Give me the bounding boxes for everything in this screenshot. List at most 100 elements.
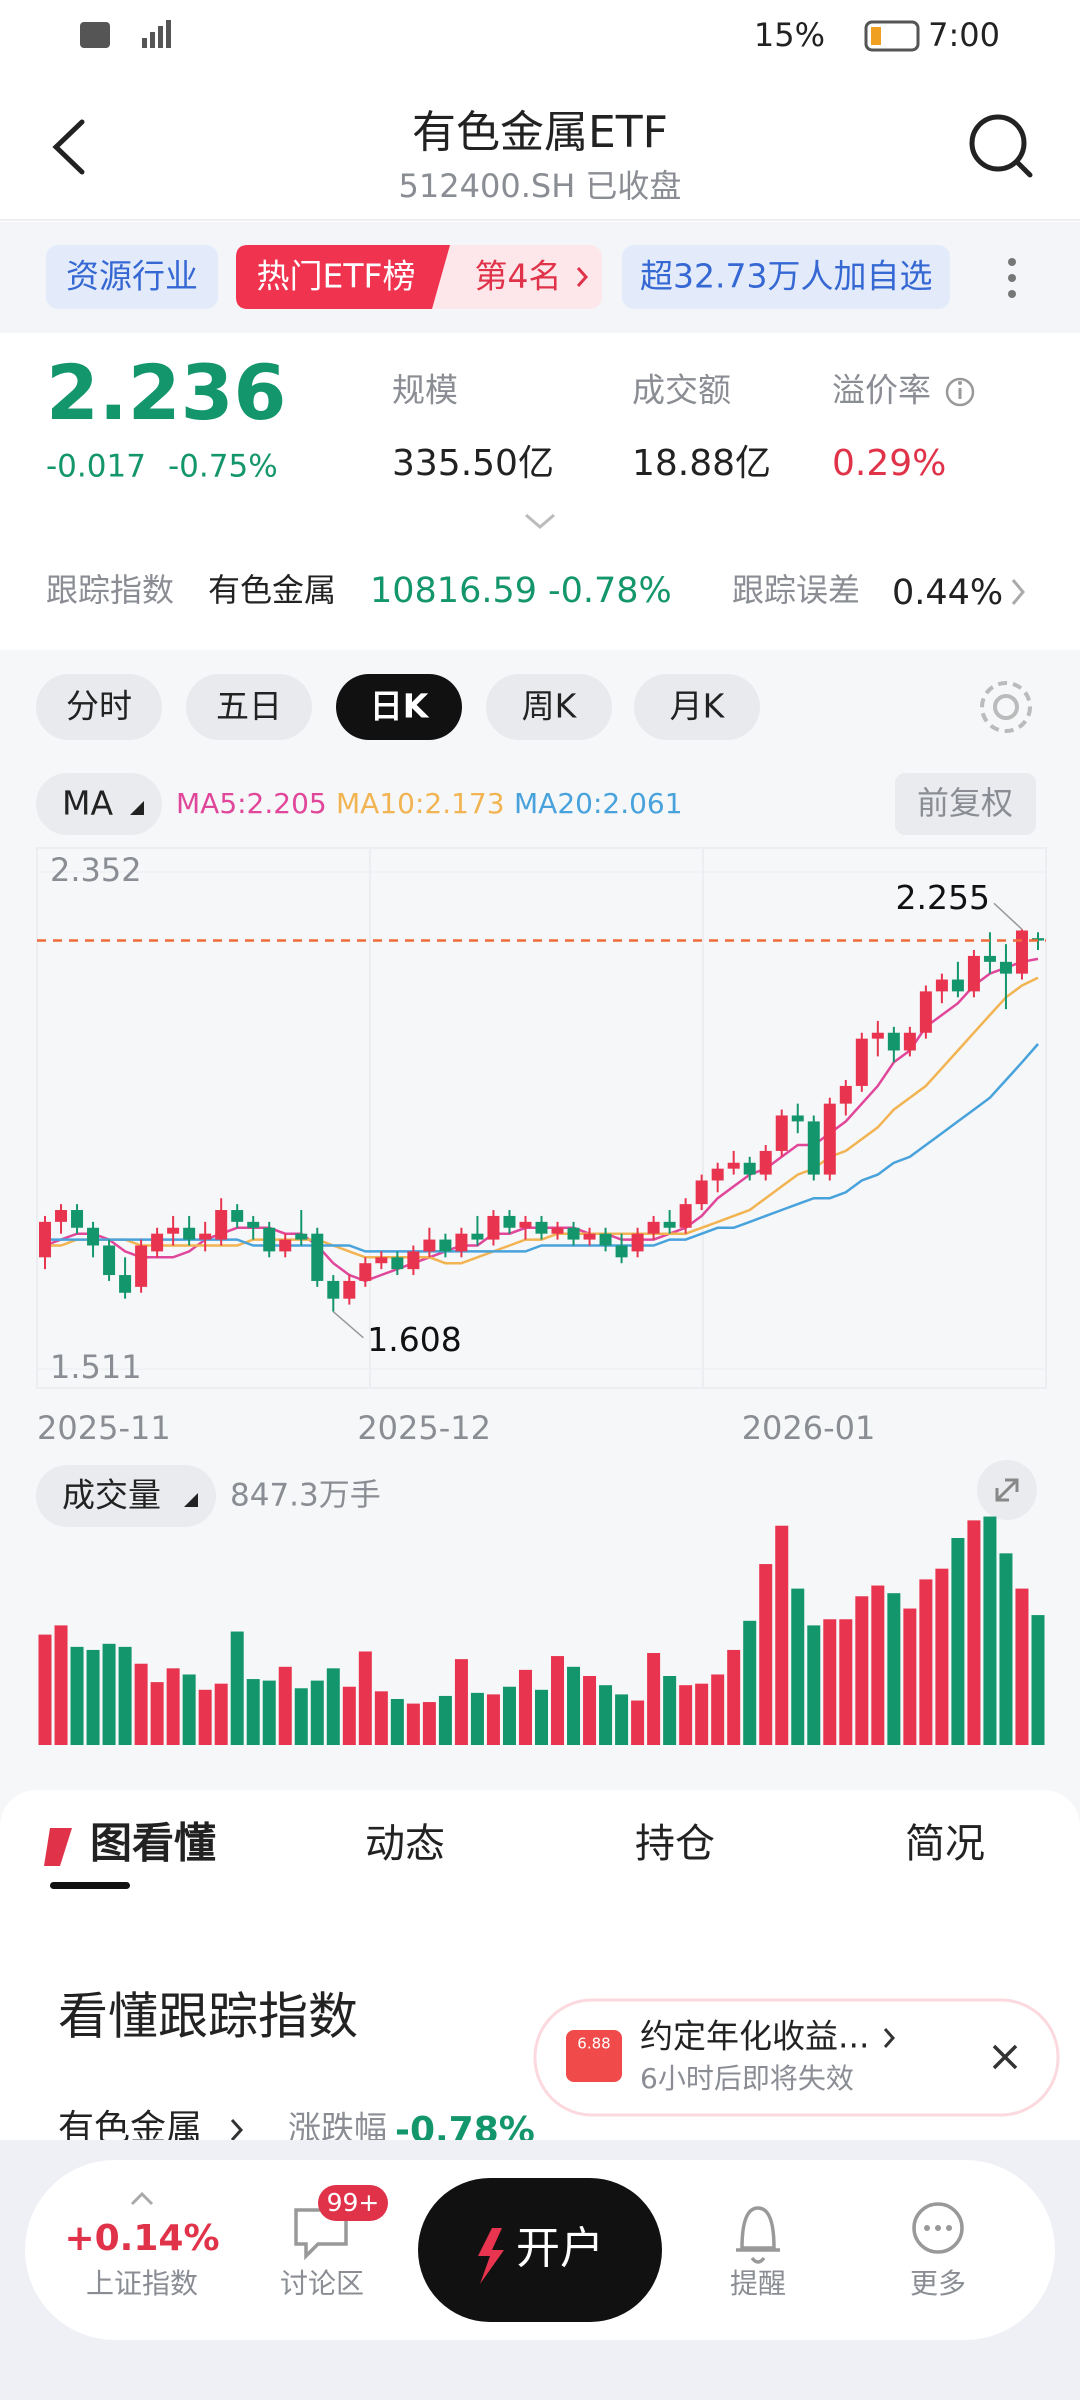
candle-body (55, 1210, 68, 1222)
volume-caret (184, 1493, 198, 1507)
popup-close[interactable] (992, 2044, 1018, 2070)
info-icon[interactable] (945, 377, 975, 407)
rank-text: 第4名 (475, 257, 562, 296)
popup-title: 约定年化收益... (640, 2017, 869, 2056)
volume-menu[interactable] (36, 1465, 216, 1527)
period-tab-text: 分时 (66, 687, 132, 726)
tracking-chevron[interactable] (1011, 579, 1025, 605)
fullscreen-button[interactable] (977, 1460, 1037, 1520)
volume-bar (438, 1695, 452, 1745)
volume-bar (326, 1668, 340, 1745)
rank-chevron (576, 267, 589, 287)
candle-body (839, 1085, 852, 1104)
ma-menu[interactable] (36, 773, 162, 835)
stat-label: 规模 (392, 371, 458, 410)
period-tab[interactable] (486, 674, 612, 740)
envelope-badge: 6.88 (577, 2035, 610, 2053)
nav-index-name[interactable]: 上证指数 (86, 2267, 198, 2300)
volume-bar (967, 1520, 981, 1745)
candle-body (327, 1280, 340, 1299)
tab[interactable]: 持仓 (635, 1821, 715, 1867)
volume-bar (647, 1653, 661, 1745)
open-account-button[interactable] (418, 2178, 662, 2322)
ma-line (45, 976, 1039, 1265)
nav-forum[interactable]: 讨论区 (280, 2267, 364, 2300)
candle-body (503, 1215, 516, 1228)
period-tab[interactable] (634, 674, 760, 740)
ma-menu-caret (130, 801, 144, 815)
section-chevron (230, 2118, 244, 2142)
candle-body (951, 979, 964, 992)
volume-bar (999, 1553, 1013, 1745)
battery-icon (864, 20, 920, 52)
volume-bar (118, 1646, 132, 1745)
candle-body (759, 1150, 772, 1175)
volume-bar (86, 1649, 100, 1745)
subtitle: 512400.SH 已收盘 (399, 167, 682, 205)
period-tab[interactable] (36, 674, 162, 740)
candle-body (391, 1257, 404, 1270)
volume-bar (166, 1668, 180, 1745)
volume-bar (502, 1686, 516, 1745)
more-dots[interactable] (1008, 258, 1016, 298)
tab[interactable]: 图看懂 (90, 1819, 216, 1868)
envelope-icon (566, 2030, 622, 2082)
period-tab-text: 五日 (216, 687, 282, 726)
candle-body (407, 1251, 420, 1270)
back-button[interactable] (52, 119, 85, 175)
nav-more[interactable]: 更多 (910, 2267, 966, 2300)
volume-bar (294, 1688, 308, 1745)
tab[interactable]: 动态 (365, 1821, 445, 1867)
volume-bar (679, 1685, 693, 1745)
nav-index-change[interactable]: +0.14% (64, 2218, 219, 2259)
industry-chip[interactable] (46, 245, 218, 309)
search-button[interactable] (969, 114, 1033, 178)
volume-bar (839, 1619, 853, 1745)
volume-bar (406, 1703, 420, 1745)
candle-body (247, 1221, 260, 1228)
ma-legend: MA5:2.205 MA10:2.173 MA20:2.061 (176, 787, 683, 820)
candle-body (807, 1121, 820, 1175)
period-tab-text: 周K (522, 687, 578, 726)
section-title: 看懂跟踪指数 (58, 1988, 358, 2046)
follow-chip[interactable] (622, 245, 950, 309)
candle-body (967, 955, 980, 992)
volume-bar (711, 1674, 725, 1745)
rank-list-bg (236, 245, 450, 309)
volume-bar (214, 1683, 228, 1745)
volume-bar (102, 1643, 116, 1745)
adjust-chip[interactable] (895, 773, 1036, 835)
candle-body (743, 1162, 756, 1175)
candle-body (903, 1032, 916, 1051)
volume-bar (727, 1649, 741, 1745)
volume-title: 成交量 (62, 1476, 161, 1515)
volume-bar (759, 1564, 773, 1745)
volume-bar (871, 1585, 885, 1745)
x-tick-label: 2026-01 (742, 1409, 876, 1447)
candle-body (983, 955, 996, 962)
candle-body (871, 1032, 884, 1039)
popup-chevron (883, 2028, 896, 2048)
stat-value: 18.88亿 (632, 443, 771, 484)
promo-popup[interactable] (533, 1998, 1060, 2117)
x-tick-label: 2025-12 (357, 1409, 491, 1447)
volume-bar (518, 1669, 532, 1745)
tab[interactable]: 简况 (905, 1821, 985, 1867)
volume-bar (695, 1683, 709, 1745)
volume-bar (663, 1676, 677, 1745)
candle-body (231, 1210, 244, 1222)
expand-chevron[interactable] (525, 513, 555, 529)
settings-button[interactable] (980, 681, 1032, 733)
candle-body (791, 1115, 804, 1122)
candle-body (39, 1221, 52, 1258)
nav-alert[interactable]: 提醒 (730, 2267, 786, 2300)
period-tab[interactable] (186, 674, 312, 740)
candle-body (279, 1239, 292, 1252)
volume-bar (823, 1619, 837, 1745)
nav-caret (130, 2191, 154, 2206)
ma-line (45, 1043, 1039, 1253)
candle-body (423, 1239, 436, 1252)
candle-body (615, 1245, 628, 1258)
period-tab[interactable] (336, 674, 462, 740)
